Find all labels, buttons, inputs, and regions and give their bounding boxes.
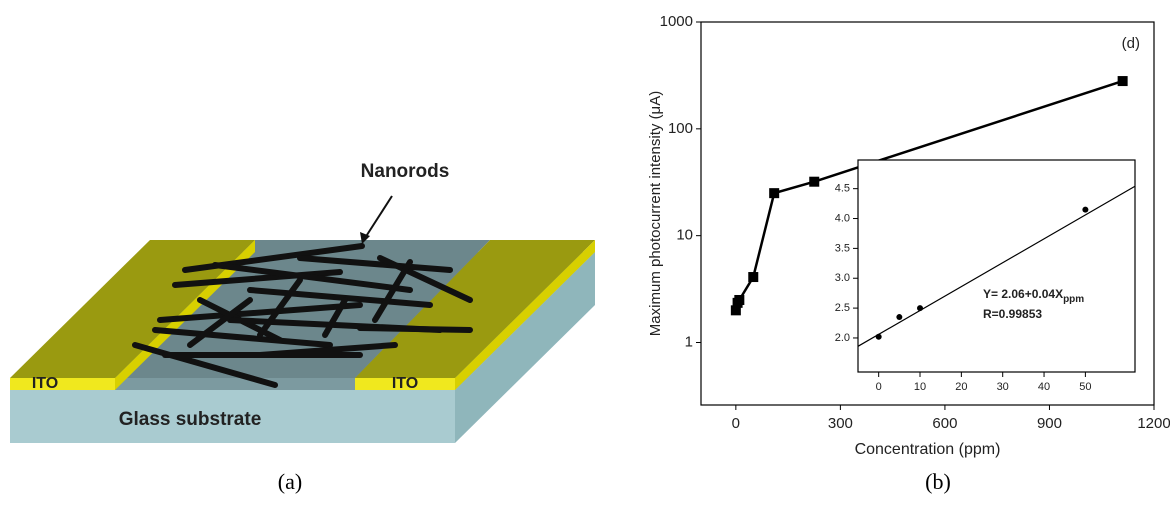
y-tick-label: 3.5 <box>835 242 850 254</box>
point <box>748 272 759 283</box>
x-tick-label: 900 <box>1037 415 1062 432</box>
point <box>730 305 741 316</box>
nanorods-label: Nanorods <box>361 161 450 182</box>
equation-text: Y= 2.06+0.04X <box>983 287 1063 301</box>
substrate-front <box>10 390 455 443</box>
x-tick-label: 10 <box>914 381 926 393</box>
x-tick-label: 300 <box>828 415 853 432</box>
y-tick-label: 4.0 <box>835 212 850 224</box>
equation: Y= 2.06+0.04Xppm <box>983 287 1084 304</box>
y-tick-label: 1 <box>685 333 693 350</box>
panel-label: (b) <box>925 469 951 494</box>
nanorods <box>132 243 473 388</box>
device-diagram: Nanorods ITO ITO Glass substrate (a) <box>10 161 595 494</box>
point <box>1082 206 1089 213</box>
x-tick-label: 20 <box>955 381 967 393</box>
data-line <box>857 185 1136 347</box>
panel-label: (a) <box>278 469 302 494</box>
point <box>896 314 903 321</box>
pointer-arrow <box>364 195 393 239</box>
y-tick-label: 3.0 <box>835 272 850 284</box>
x-tick-label: 30 <box>997 381 1009 393</box>
y-tick-label: 2.5 <box>835 302 850 314</box>
annotation: (d) <box>1122 35 1140 52</box>
ito-front <box>355 378 455 390</box>
arrow-head <box>360 232 370 244</box>
y-tick-label: 4.5 <box>835 183 850 195</box>
ito-edge <box>455 240 595 390</box>
substrate-label: Glass substrate <box>119 409 262 430</box>
x-tick-label: 40 <box>1038 381 1050 393</box>
y-tick-label: 10 <box>676 227 693 244</box>
point <box>734 294 745 305</box>
x-tick-label: 0 <box>732 415 740 432</box>
x-axis-title: Concentration (ppm) <box>855 441 1001 458</box>
point <box>809 176 820 187</box>
x-tick-label: 1200 <box>1137 415 1170 432</box>
y-axis-title: Maximum photocurrent intensity (μA) <box>647 91 664 336</box>
equation-subscript: ppm <box>1063 294 1084 305</box>
ito-label: ITO <box>392 375 418 392</box>
x-tick-label: 0 <box>876 381 882 393</box>
ito-edge <box>115 240 255 390</box>
ito-label: ITO <box>32 375 58 392</box>
ito-top <box>355 240 595 378</box>
x-tick-label: 600 <box>932 415 957 432</box>
y-tick-label: 2.0 <box>835 332 850 344</box>
r-value: R=0.99853 <box>983 307 1042 321</box>
point <box>1117 76 1128 87</box>
y-tick-label: 1000 <box>660 13 693 30</box>
x-tick-label: 50 <box>1079 381 1091 393</box>
substrate-side <box>455 252 595 443</box>
y-tick-label: 100 <box>668 120 693 137</box>
ito-top <box>10 240 255 378</box>
point <box>769 188 780 199</box>
ito-front <box>10 378 115 390</box>
